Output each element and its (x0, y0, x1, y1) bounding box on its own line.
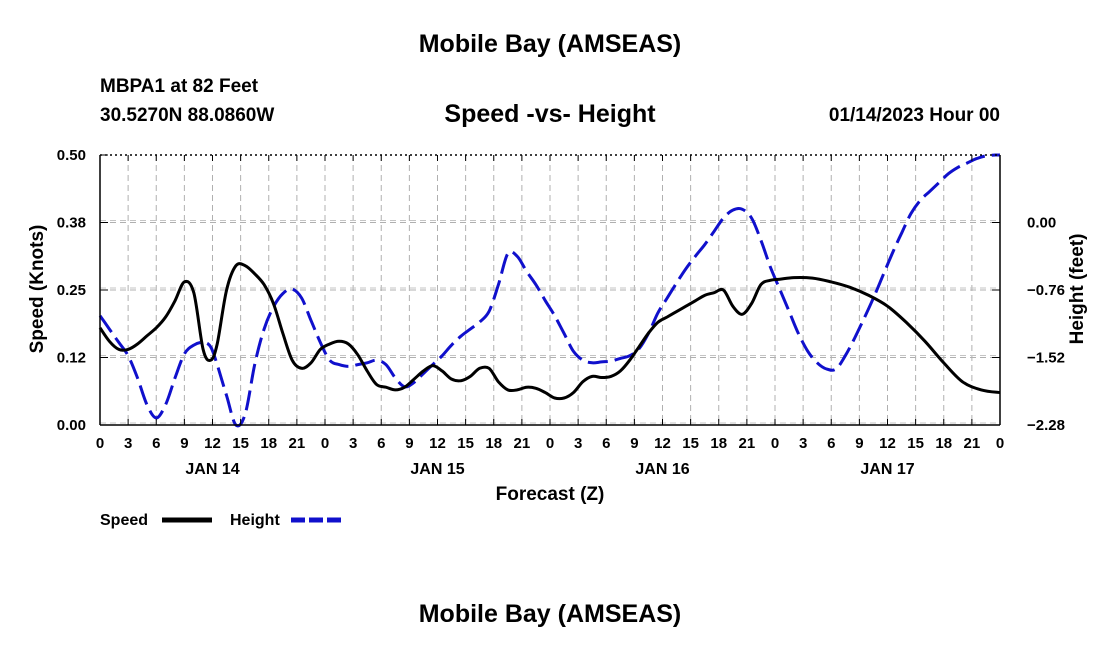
x-tick-label: 9 (180, 435, 188, 452)
y-tick-label: 0.38 (57, 215, 86, 232)
x-tick-label: 6 (377, 435, 385, 452)
x-tick-label: 3 (574, 435, 582, 452)
x-tick-label: 15 (232, 435, 249, 452)
y2-axis-title: Height (feet) (1067, 234, 1088, 345)
station-coordinates: 30.5270N 88.0860W (100, 105, 275, 126)
y-tick-label: 0.12 (57, 350, 86, 367)
station-label: MBPA1 at 82 Feet (100, 76, 259, 97)
x-tick-label: 21 (739, 435, 756, 452)
grid-lines (100, 155, 1000, 425)
x-tick-label: 0 (321, 435, 329, 452)
x-date-label: JAN 14 (185, 461, 239, 478)
x-date-label: JAN 15 (410, 461, 464, 478)
legend-height-label: Height (230, 512, 280, 529)
y2-tick-label: 0.00 (1027, 215, 1056, 232)
x-tick-label: 6 (602, 435, 610, 452)
y-tick-label: 0.50 (57, 147, 86, 164)
x-tick-label: 3 (349, 435, 357, 452)
chart-subtitle: Speed -vs- Height (444, 100, 656, 128)
legend: Speed Height (100, 512, 343, 529)
y2-tick-label: −0.76 (1027, 282, 1065, 299)
x-tick-label: 21 (289, 435, 306, 452)
forecast-datetime: 01/14/2023 Hour 00 (828, 105, 1000, 126)
x-tick-label: 0 (96, 435, 104, 452)
y-tick-label: 0.00 (57, 417, 86, 434)
x-tick-label: 9 (855, 435, 863, 452)
x-tick-label: 3 (799, 435, 807, 452)
x-tick-label: 9 (630, 435, 638, 452)
x-tick-label: 12 (204, 435, 221, 452)
x-tick-label: 15 (682, 435, 699, 452)
x-tick-label: 15 (457, 435, 474, 452)
x-tick-label: 21 (514, 435, 531, 452)
x-tick-label: 21 (964, 435, 981, 452)
x-tick-label: 18 (485, 435, 502, 452)
x-tick-label: 12 (429, 435, 446, 452)
axis-ticks: 0 3 6 9 12 15 18 21 0 3 6 9 12 15 18 21 0 3 6 9 12 15 18 21 0 3 6 9… (57, 147, 1065, 478)
x-axis-title: Forecast (Z) (496, 484, 605, 505)
x-tick-label: 0 (546, 435, 554, 452)
speed-height-chart: 0 3 6 9 12 15 18 21 0 3 6 9 12 15 18 21 0 3 6 9 12 15 18 21 0 3 6 9… (27, 147, 1088, 529)
x-tick-label: 15 (907, 435, 924, 452)
x-tick-label: 9 (405, 435, 413, 452)
x-tick-label: 0 (996, 435, 1004, 452)
x-tick-label: 18 (710, 435, 727, 452)
legend-speed-label: Speed (100, 512, 148, 529)
x-date-label: JAN 17 (860, 461, 914, 478)
y-tick-label: 0.25 (57, 282, 86, 299)
y2-tick-label: −2.28 (1027, 417, 1065, 434)
chart-title: Mobile Bay (AMSEAS) (418, 30, 682, 58)
series-line-speed (98, 262, 1001, 401)
x-tick-label: 12 (879, 435, 896, 452)
x-tick-label: 3 (124, 435, 132, 452)
x-tick-label: 6 (152, 435, 160, 452)
series-lines (98, 153, 1001, 428)
x-date-label: JAN 16 (635, 461, 689, 478)
x-tick-label: 6 (827, 435, 835, 452)
y-axis-title: Speed (Knots) (27, 225, 48, 354)
footer-chart-title: Mobile Bay (AMSEAS) (418, 600, 682, 628)
x-tick-label: 18 (935, 435, 952, 452)
x-tick-label: 18 (260, 435, 277, 452)
y2-tick-label: −1.52 (1027, 350, 1065, 367)
x-tick-label: 0 (771, 435, 779, 452)
series-line-height (98, 153, 1001, 428)
x-tick-label: 12 (654, 435, 671, 452)
